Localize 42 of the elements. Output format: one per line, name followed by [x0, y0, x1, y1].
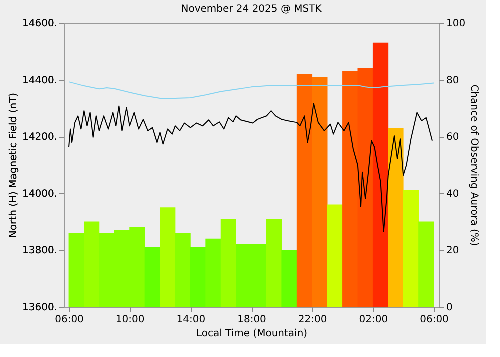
x-tick-label: 14:00 — [176, 314, 206, 326]
bar — [418, 222, 434, 307]
y-tick-label: 14400. — [22, 75, 58, 86]
bar — [68, 233, 84, 307]
line-series — [68, 103, 433, 232]
x-tick-label: 06:00 — [55, 314, 84, 326]
x-tick-label: 06:00 — [420, 314, 449, 326]
y-tick-label: 13600. — [22, 302, 58, 314]
y-tick-label: 14600. — [22, 18, 58, 30]
bar — [282, 250, 298, 307]
x-tick-label: 10:00 — [116, 314, 145, 326]
line-series — [68, 82, 434, 100]
y2-tick-label: 80 — [446, 75, 460, 86]
y-axis-title: North (H) Magnetic Field (nT) — [8, 92, 20, 238]
y-tick-label: 14200. — [22, 132, 58, 144]
bar — [312, 76, 328, 307]
chart-title: November 24 2025 @ MSTK — [181, 4, 322, 15]
x-tick-label: 02:00 — [359, 314, 388, 326]
bar — [175, 233, 191, 307]
y-tick-label: 14000. — [22, 188, 58, 200]
x-tick-label: 18:00 — [238, 314, 266, 326]
bar — [372, 42, 389, 307]
y-tick-label: 13800. — [22, 246, 58, 257]
bar — [84, 222, 100, 307]
bar — [144, 247, 160, 307]
bar — [206, 238, 222, 307]
bar — [327, 204, 343, 307]
y2-axis-title: Chance of Observing Aurora (%) — [468, 84, 480, 246]
y2-tick-label: 60 — [446, 132, 460, 144]
bar — [220, 218, 236, 307]
bar — [190, 247, 206, 307]
bar — [266, 218, 282, 307]
bar — [388, 128, 404, 307]
y2-tick-label: 40 — [446, 188, 460, 200]
bar — [160, 208, 176, 307]
x-axis-title: Local Time (Mountain) — [196, 328, 308, 340]
x-tick-label: 22:00 — [298, 314, 328, 326]
y2-tick-label: 100 — [446, 18, 466, 30]
y2-tick-label: 20 — [446, 246, 460, 257]
bar — [296, 74, 313, 307]
y2-tick-label: 0 — [446, 302, 453, 314]
bar — [403, 190, 419, 307]
